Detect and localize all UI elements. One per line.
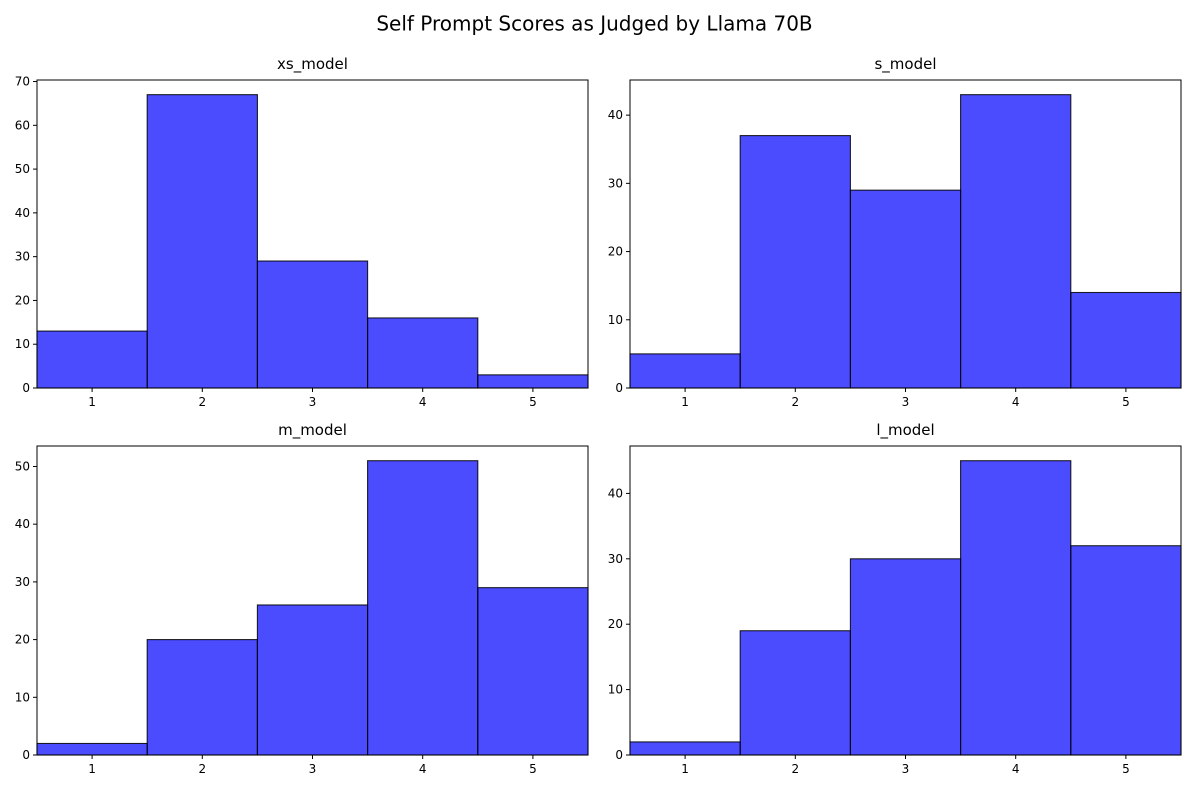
subplot-title: xs_model (277, 55, 348, 74)
bar-3 (256, 260, 369, 389)
y-tick-label: 10 (608, 313, 623, 327)
x-tick-label: 1 (681, 762, 689, 776)
x-tick-label: 3 (309, 762, 317, 776)
x-tick-label: 2 (198, 395, 206, 409)
bar-2 (739, 135, 851, 389)
y-tick-label: 20 (15, 293, 30, 307)
y-tick-label: 50 (15, 459, 30, 473)
y-tick-label: 40 (608, 486, 623, 500)
bar-2 (146, 94, 258, 389)
x-tick-label: 3 (309, 395, 317, 409)
bar-4 (367, 460, 479, 756)
x-tick-label: 5 (529, 762, 537, 776)
x-tick-label: 5 (1122, 762, 1130, 776)
x-tick-label: 3 (902, 762, 910, 776)
bar-5 (1070, 545, 1182, 756)
bar-3 (849, 558, 962, 756)
y-tick-label: 30 (15, 250, 30, 264)
y-tick-label: 0 (615, 381, 623, 395)
y-tick-label: 40 (15, 206, 30, 220)
x-tick-label: 3 (902, 395, 910, 409)
figure-title: Self Prompt Scores as Judged by Llama 70… (376, 12, 812, 36)
bar-3 (256, 604, 369, 756)
bar-4 (367, 317, 479, 389)
bar-1 (629, 741, 741, 756)
y-tick-label: 0 (22, 748, 30, 762)
x-tick-label: 4 (419, 395, 427, 409)
bar-5 (477, 374, 589, 389)
y-tick-label: 40 (15, 517, 30, 531)
subplot-s_model: s_model 0 10 20 30 40 1 2 3 4 5 (608, 55, 1182, 409)
x-tick-label: 4 (1012, 762, 1020, 776)
y-tick-label: 20 (608, 617, 623, 631)
y-tick-label: 10 (15, 337, 30, 351)
bar-1 (629, 353, 741, 389)
bar-1 (36, 330, 148, 389)
y-tick-label: 0 (22, 381, 30, 395)
subplot-title: m_model (278, 421, 347, 440)
x-tick-label: 4 (1012, 395, 1020, 409)
x-tick-label: 1 (88, 395, 96, 409)
bar-3 (849, 189, 962, 389)
x-tick-label: 5 (1122, 395, 1130, 409)
y-tick-label: 10 (608, 683, 623, 697)
y-tick-label: 10 (15, 690, 30, 704)
bar-1 (36, 742, 148, 756)
bar-5 (1070, 291, 1182, 389)
subplot-xs_model: xs_model 0 10 20 30 40 50 60 70 1 2 3 4 5 (15, 55, 589, 409)
bar-5 (477, 587, 589, 756)
y-tick-label: 20 (608, 245, 623, 259)
y-tick-label: 30 (15, 575, 30, 589)
y-tick-label: 30 (608, 176, 623, 190)
x-tick-label: 2 (791, 395, 799, 409)
x-tick-label: 2 (791, 762, 799, 776)
bar-2 (739, 630, 851, 756)
subplot-title: s_model (874, 55, 936, 74)
bar-2 (146, 639, 258, 756)
y-tick-label: 60 (15, 118, 30, 132)
y-tick-label: 30 (608, 552, 623, 566)
x-tick-label: 1 (681, 395, 689, 409)
y-tick-label: 40 (608, 108, 623, 122)
bar-4 (960, 460, 1072, 756)
x-tick-label: 5 (529, 395, 537, 409)
y-tick-label: 0 (615, 748, 623, 762)
x-tick-label: 2 (198, 762, 206, 776)
y-tick-label: 50 (15, 162, 30, 176)
subplot-l_model: l_model 0 10 20 30 40 1 2 3 4 5 (608, 421, 1182, 776)
x-tick-label: 4 (419, 762, 427, 776)
y-tick-label: 70 (15, 75, 30, 89)
x-tick-label: 1 (88, 762, 96, 776)
subplot-title: l_model (876, 421, 934, 440)
bar-4 (960, 94, 1072, 389)
y-tick-label: 20 (15, 633, 30, 647)
subplot-m_model: m_model 0 10 20 30 40 50 1 2 3 4 5 (15, 421, 589, 776)
